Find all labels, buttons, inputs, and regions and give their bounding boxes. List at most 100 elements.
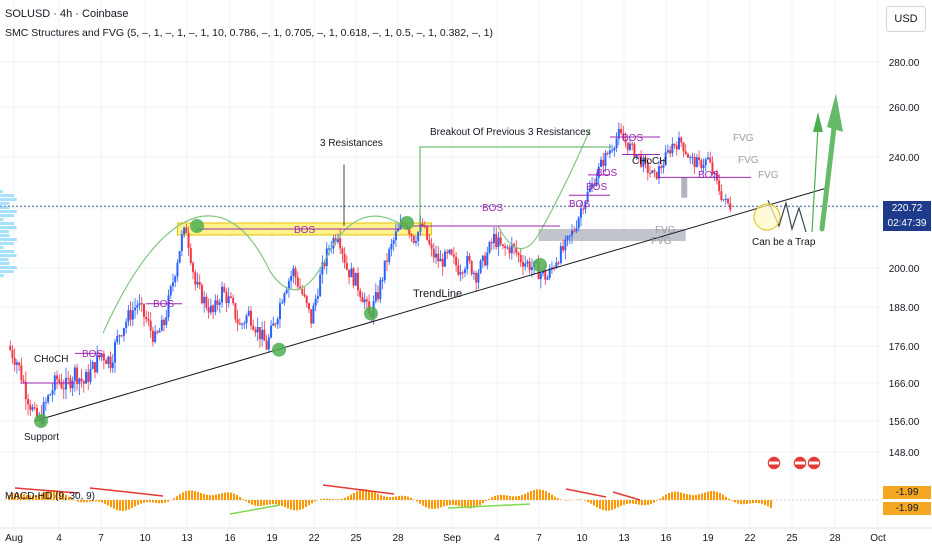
y-tick-label: 188.00 xyxy=(889,303,920,314)
x-tick-label: 25 xyxy=(350,533,362,544)
macd-hist-bar xyxy=(746,500,748,504)
candle-body xyxy=(111,362,114,369)
candle-body xyxy=(134,307,137,311)
swing-marker-2 xyxy=(272,342,286,357)
candle-body xyxy=(633,143,636,158)
label-choch-1: CHoCH xyxy=(34,354,68,365)
macd-hist-bar xyxy=(242,499,244,500)
volume-profile-bar xyxy=(0,266,17,269)
macd-hist-bar xyxy=(749,500,751,504)
candle-body xyxy=(241,323,244,325)
candle-body xyxy=(595,177,598,186)
macd-hist-bar xyxy=(50,490,52,500)
candle-body xyxy=(678,137,681,150)
candle-body xyxy=(466,255,469,270)
macd-hist-bar xyxy=(32,495,34,500)
macd-hist-bar xyxy=(290,500,292,510)
candle-body xyxy=(606,152,609,154)
candle-body xyxy=(147,319,150,321)
macd-hist-bar xyxy=(329,498,331,500)
candle-body xyxy=(510,243,513,254)
candle-body xyxy=(397,228,400,232)
macd-hist-bar xyxy=(209,495,211,500)
macd-hist-bar xyxy=(587,500,589,502)
volume-profile-bar xyxy=(0,250,15,253)
candle-body xyxy=(653,170,656,172)
candle-body xyxy=(234,303,237,320)
swing-marker-1 xyxy=(190,219,204,233)
candle-body xyxy=(227,296,230,304)
candle-body xyxy=(13,358,16,365)
candle-body xyxy=(457,265,460,275)
candle-body xyxy=(575,228,578,232)
macd-hist-bar xyxy=(524,493,526,500)
candle-body xyxy=(212,305,215,313)
macd-hist-bar xyxy=(602,500,604,511)
macd-hist-bar xyxy=(362,489,364,500)
candle-body xyxy=(361,296,364,303)
macd-hist-bar xyxy=(596,500,598,508)
macd-hist-bar xyxy=(722,494,724,500)
candle-body xyxy=(285,289,288,294)
candle-body xyxy=(165,317,168,326)
candle-body xyxy=(109,356,112,369)
candle-body xyxy=(35,407,38,419)
currency-button[interactable]: USD xyxy=(886,6,926,32)
candle-body xyxy=(624,139,627,143)
candle-body xyxy=(686,153,689,158)
macd-hist-bar xyxy=(452,500,454,505)
candle-body xyxy=(586,191,589,202)
candle-body xyxy=(724,198,727,200)
macd-hist-bar xyxy=(104,500,106,504)
candle-body xyxy=(185,227,188,234)
candle-body xyxy=(669,150,672,154)
macd-hist-bar xyxy=(89,500,91,502)
macd-hist-bar xyxy=(638,500,640,505)
macd-hist-bar xyxy=(347,496,349,500)
macd-hist-bar xyxy=(494,495,496,500)
candle-body xyxy=(628,143,631,150)
candle-body xyxy=(640,155,643,167)
macd-hist-bar xyxy=(398,495,400,500)
candle-body xyxy=(566,236,569,240)
candle-body xyxy=(613,148,616,151)
macd-hist-bar xyxy=(80,500,82,503)
volume-profile-bar xyxy=(0,218,4,221)
macd-hist-bar xyxy=(617,500,619,508)
candle-body xyxy=(24,381,27,400)
candle-body xyxy=(435,253,438,258)
y-tick-label: 240.00 xyxy=(889,153,920,164)
candles-layer xyxy=(9,122,732,427)
candle-body xyxy=(140,303,143,305)
x-tick-label: 13 xyxy=(181,533,193,544)
macd-hist-bar xyxy=(194,491,196,500)
candle-body xyxy=(332,238,335,249)
macd-hist-bar xyxy=(689,494,691,500)
macd-hist-bar xyxy=(593,500,595,506)
macd-hist-bar xyxy=(203,493,205,500)
candle-body xyxy=(270,325,273,338)
macd-hist-bar xyxy=(470,500,472,509)
macd-hist-bar xyxy=(287,500,289,509)
candle-body xyxy=(490,242,493,244)
y-tick-label: 148.00 xyxy=(889,448,920,459)
macd-hist-bar xyxy=(314,500,316,502)
candle-body xyxy=(562,246,565,251)
macd-hist-bar xyxy=(428,500,430,509)
macd-hist-bar xyxy=(728,498,730,500)
macd-hist-bar xyxy=(215,494,217,500)
macd-hist-bar xyxy=(557,498,559,500)
candle-body xyxy=(597,166,600,178)
macd-hist-bar xyxy=(272,500,274,505)
trendline xyxy=(34,187,829,422)
candle-body xyxy=(129,310,132,320)
candle-body xyxy=(573,230,576,232)
candle-body xyxy=(544,270,547,280)
candle-body xyxy=(475,272,478,283)
macd-hist-bar xyxy=(629,500,631,504)
macd-hist-bar xyxy=(173,498,175,500)
x-tick-label: 28 xyxy=(829,533,841,544)
candle-body xyxy=(388,249,391,262)
candle-body xyxy=(314,298,317,306)
